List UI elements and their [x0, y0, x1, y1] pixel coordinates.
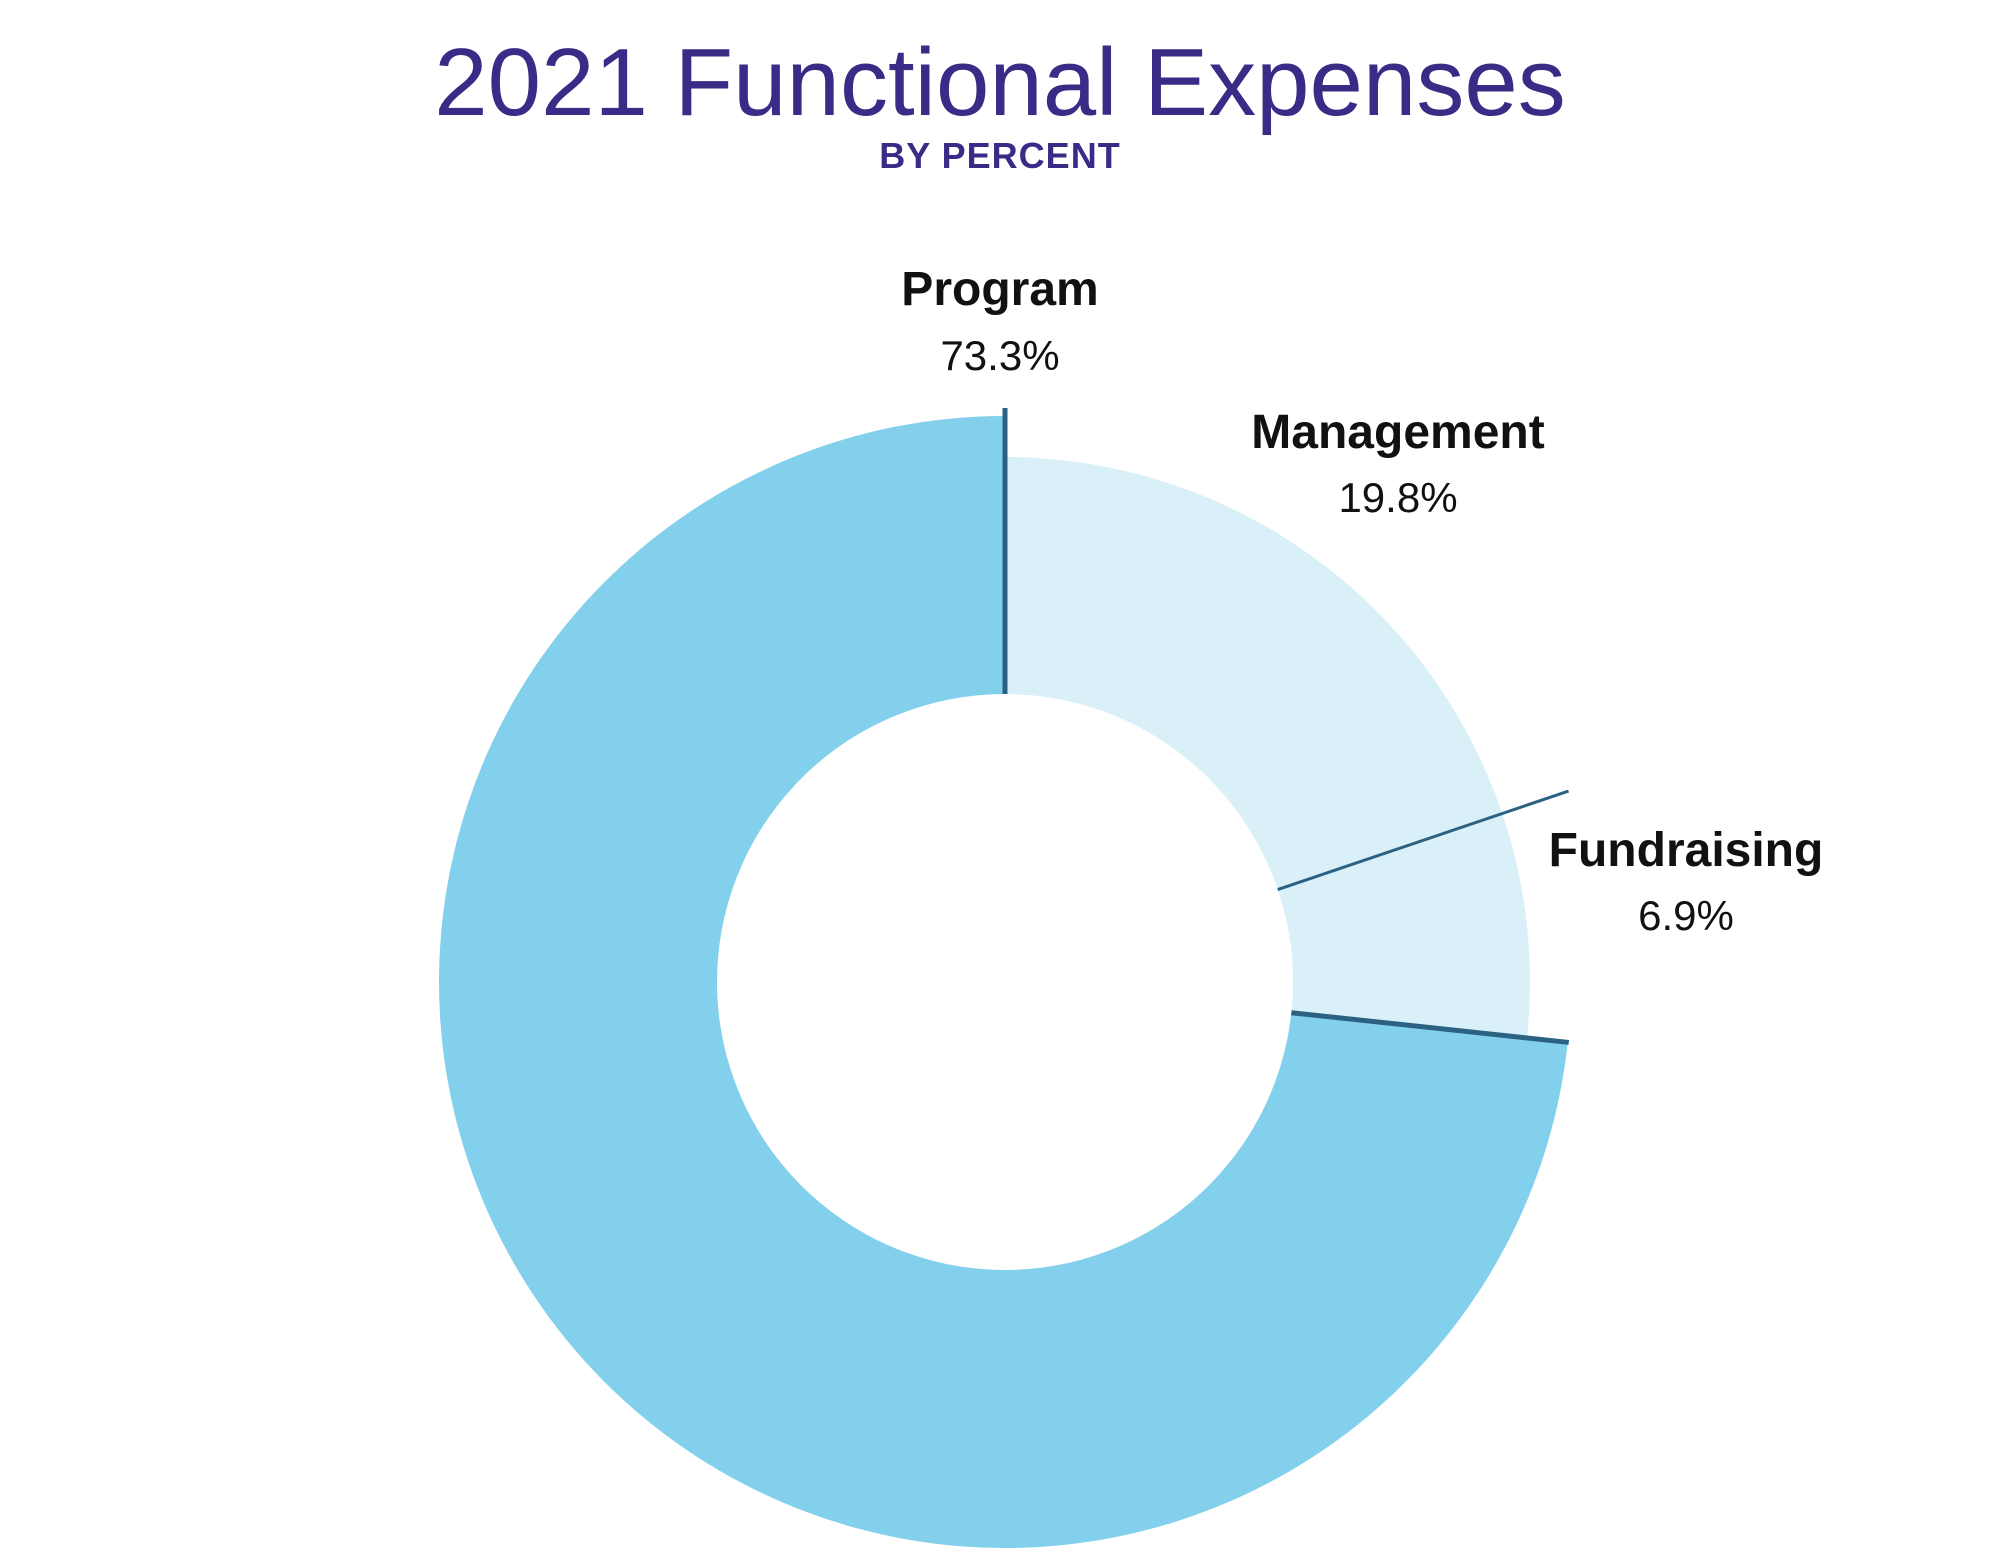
separator-management-fundraising — [1277, 789, 1570, 891]
slice-management — [1005, 457, 1503, 890]
slice-program — [438, 416, 1568, 1548]
slice-value-program: 73.3% — [940, 332, 1059, 379]
slice-labels: Program 73.3% Management 19.8% Fundraisi… — [901, 263, 1823, 939]
slice-label-management: Management — [1251, 406, 1544, 459]
chart-title: 2021 Functional Expenses — [434, 29, 1566, 136]
slice-value-management: 19.8% — [1338, 474, 1457, 521]
chart-subtitle: BY PERCENT — [879, 135, 1121, 176]
slice-label-program: Program — [901, 263, 1098, 316]
slice-label-fundraising: Fundraising — [1549, 824, 1824, 877]
slice-value-fundraising: 6.9% — [1638, 892, 1734, 939]
separator-fundraising-program — [1291, 1010, 1570, 1045]
donut-slices — [438, 416, 1568, 1548]
slice-separators — [1002, 408, 1570, 1045]
